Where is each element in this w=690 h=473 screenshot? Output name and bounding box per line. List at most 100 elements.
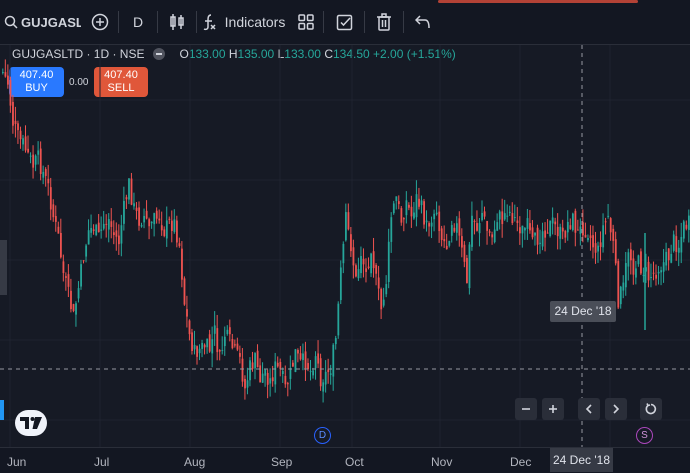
split-marker[interactable]: S: [636, 427, 653, 444]
candle-body: [362, 258, 365, 265]
candle: [468, 241, 471, 295]
candlestick-chart[interactable]: [0, 45, 690, 447]
candle-body: [584, 234, 587, 238]
candle-body: [274, 361, 277, 385]
candle-body: [221, 349, 224, 351]
candle: [604, 217, 607, 235]
tradingview-logo[interactable]: [15, 410, 47, 436]
candle-body: [513, 217, 516, 219]
scroll-right-button[interactable]: [605, 398, 627, 420]
candle: [259, 358, 262, 383]
reset-chart-button[interactable]: [640, 398, 662, 420]
candle-body: [118, 235, 120, 245]
candle-body: [80, 264, 82, 287]
candle: [375, 263, 378, 286]
compare-symbol-button[interactable]: [82, 0, 118, 45]
minus-icon: [522, 408, 530, 410]
candle: [60, 218, 62, 259]
candle-body: [67, 274, 70, 287]
indicators-button[interactable]: Indicators: [197, 0, 289, 45]
dividend-marker[interactable]: D: [314, 427, 331, 444]
layouts-button[interactable]: [289, 0, 323, 45]
candle: [334, 335, 337, 350]
candle: [183, 276, 186, 306]
candle: [539, 229, 541, 254]
candle: [289, 355, 292, 390]
candle-body: [382, 299, 385, 306]
candle-body: [191, 332, 193, 351]
candle: [680, 222, 683, 264]
candle: [44, 167, 47, 187]
candle-body: [453, 227, 456, 232]
candle: [203, 343, 206, 355]
candle-body: [165, 220, 168, 239]
candle-body: [244, 378, 246, 389]
candle-body: [559, 226, 562, 239]
candle: [688, 209, 690, 243]
toolbar-divider: [364, 11, 365, 33]
candle: [57, 221, 60, 234]
sell-button[interactable]: 407.40 SELL: [94, 67, 148, 97]
candle-body: [511, 213, 514, 224]
candle: [367, 257, 370, 270]
candle-body: [667, 248, 670, 261]
candle-body: [385, 284, 388, 295]
candle: [39, 141, 42, 181]
candle-body: [352, 247, 355, 266]
chevron-left-icon: [585, 404, 592, 414]
candle: [249, 357, 251, 387]
candle-body: [120, 225, 123, 244]
candle-body: [365, 268, 367, 272]
undo-button[interactable]: [404, 0, 442, 45]
candle-body: [564, 231, 567, 238]
candle-body: [107, 219, 110, 230]
candle: [7, 64, 9, 89]
zoom-out-button[interactable]: [515, 398, 537, 420]
candle: [382, 287, 385, 308]
zoom-in-button[interactable]: [542, 398, 564, 420]
candle-body: [481, 212, 483, 221]
buy-button[interactable]: 407.40 BUY: [9, 67, 64, 97]
candle-body: [42, 171, 45, 178]
candle-body: [319, 358, 322, 387]
side-panel-tab[interactable]: [0, 400, 4, 420]
candle-body: [652, 272, 655, 274]
candle: [246, 367, 249, 395]
candle-body: [458, 218, 461, 236]
candle-body: [198, 348, 201, 354]
candle: [372, 237, 375, 278]
legend-collapse-icon[interactable]: [153, 48, 166, 60]
candle-body: [105, 223, 108, 225]
price-scale-handle[interactable]: [0, 240, 7, 295]
scroll-left-button[interactable]: [578, 398, 600, 420]
candle: [118, 224, 120, 255]
chart-type-button[interactable]: [158, 0, 196, 45]
candle: [506, 204, 509, 223]
candle-body: [211, 339, 214, 354]
candle: [435, 201, 438, 216]
alerts-button[interactable]: [324, 0, 364, 45]
candle: [158, 209, 161, 224]
candle: [34, 154, 37, 172]
candle-body: [571, 213, 574, 230]
interval-button[interactable]: D: [119, 0, 157, 45]
candle: [602, 213, 605, 253]
candle-body: [473, 220, 476, 222]
candle: [317, 340, 320, 369]
candle: [77, 281, 80, 303]
candle: [155, 207, 158, 224]
candle: [516, 207, 519, 232]
candle-body: [223, 336, 226, 347]
remove-drawings-button[interactable]: [365, 0, 403, 45]
candle-body: [609, 218, 612, 233]
candle: [120, 214, 123, 257]
symbol-search-button[interactable]: GUJGASLTD: [0, 0, 82, 45]
candle: [559, 223, 562, 250]
buy-price: 407.40: [19, 69, 54, 81]
candle-body: [32, 154, 35, 168]
candle-body: [145, 210, 148, 219]
candle-body: [435, 212, 438, 215]
candle-body: [150, 221, 153, 224]
candle-body: [75, 303, 77, 315]
candle-body: [660, 270, 663, 273]
